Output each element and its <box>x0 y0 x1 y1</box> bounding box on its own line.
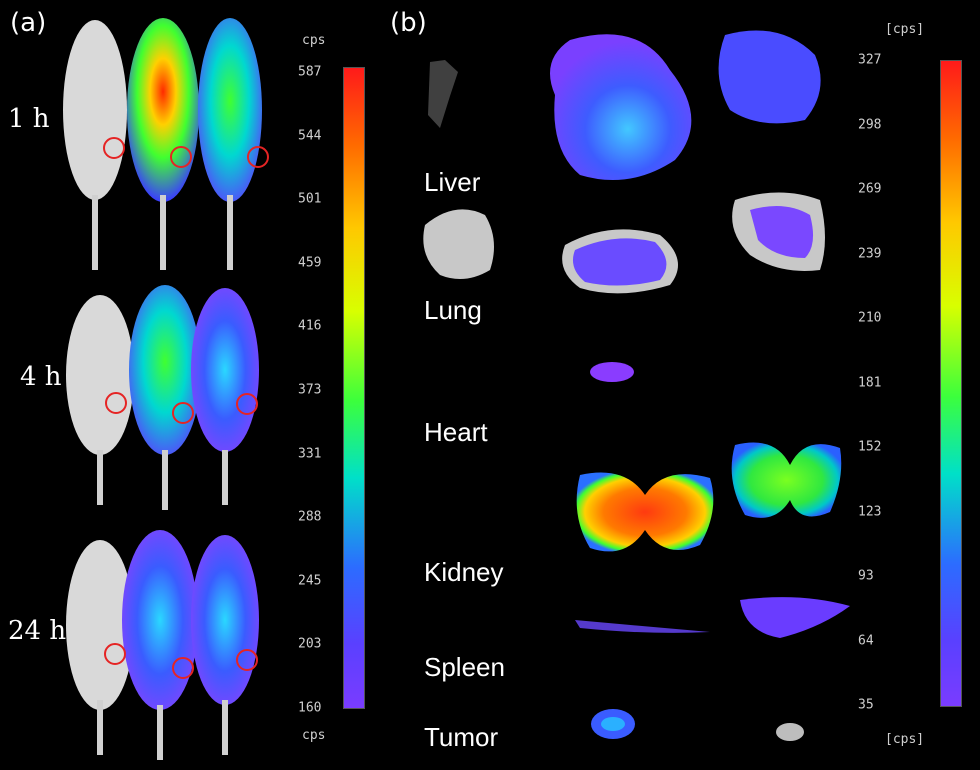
tumor-circle <box>105 392 127 414</box>
tumor-circle <box>236 393 258 415</box>
colorbar-a-tick-label: 203 <box>298 636 322 652</box>
panel-b: (b) Liver Lung Heart Kidney Spleen Tumor <box>380 0 980 770</box>
tumor-circle <box>170 146 192 168</box>
colorbar-b-unit-top: [cps] <box>885 22 925 37</box>
colorbar-b-tick-label: 269 <box>858 181 882 197</box>
colorbar-a-unit-top: cps <box>302 33 326 48</box>
colorbar-a-tick-label: 544 <box>298 128 322 144</box>
organ-label-heart: Heart <box>424 417 488 447</box>
colorbar-b-tick-label: 327 <box>858 52 882 68</box>
tumor-circle <box>172 657 194 679</box>
colorbar-b-tick-label: 210 <box>858 310 882 326</box>
tumor-circle <box>104 643 126 665</box>
tumor-circle <box>236 649 258 671</box>
tumor-circle <box>103 137 125 159</box>
organ-images <box>423 30 850 741</box>
mouse-row-24h <box>66 530 259 760</box>
organ-label-lung: Lung <box>424 295 482 325</box>
colorbar-a-tick-label: 416 <box>298 318 322 334</box>
colorbar-a-tick-label: 373 <box>298 382 322 398</box>
time-label-4h: 4 h <box>20 362 62 392</box>
organ-label-tumor: Tumor <box>424 722 499 752</box>
organ-row-heart <box>590 362 634 382</box>
colorbar-a-tick-label: 331 <box>298 446 322 462</box>
colorbar-b-tick-label: 298 <box>858 117 882 132</box>
mouse-images <box>63 18 269 760</box>
organ-row-lung <box>423 192 825 294</box>
colorbar-a-tick-label: 288 <box>298 509 322 525</box>
mouse-row-4h <box>66 285 259 510</box>
colorbar-b-tick-label: 35 <box>858 697 874 713</box>
organ-row-tumor <box>591 709 804 741</box>
colorbar-b-tick-label: 64 <box>858 633 874 648</box>
organ-label-spleen: Spleen <box>424 652 505 682</box>
colorbar-a-unit-bottom: cps <box>302 728 326 743</box>
colorbar-a-tick-label: 459 <box>298 255 322 271</box>
tumor-circle <box>247 146 269 168</box>
colorbar-b-unit-bottom: [cps] <box>885 732 925 747</box>
colorbar-b <box>940 60 962 707</box>
colorbar-b-tick-label: 239 <box>858 246 882 261</box>
time-label-24h: 24 h <box>8 616 67 646</box>
colorbar-b-tick-label: 123 <box>858 504 882 519</box>
colorbar-a <box>343 67 365 709</box>
mouse-row-1h <box>63 18 269 270</box>
colorbar-b-tick-label: 181 <box>858 375 882 390</box>
organ-row-kidney <box>576 442 842 552</box>
organ-row-spleen <box>575 597 850 638</box>
colorbar-a-tick-label: 501 <box>298 191 322 207</box>
colorbar-a-tick-label: 245 <box>298 573 322 589</box>
colorbar-a-tick-label: 587 <box>298 64 322 80</box>
panel-b-label: (b) <box>390 8 427 38</box>
panel-a: (a) 1 h 4 h 24 h <box>0 0 380 770</box>
panel-a-label: (a) <box>10 8 47 38</box>
colorbar-b-tick-label: 93 <box>858 568 874 584</box>
colorbar-b-tick-label: 152 <box>858 439 882 455</box>
colorbar-a-tick-label: 160 <box>298 700 322 716</box>
tumor-circle <box>172 402 194 424</box>
organ-label-kidney: Kidney <box>424 557 504 587</box>
organ-label-liver: Liver <box>424 167 481 197</box>
organ-row-liver <box>428 30 821 181</box>
time-label-1h: 1 h <box>8 104 50 134</box>
